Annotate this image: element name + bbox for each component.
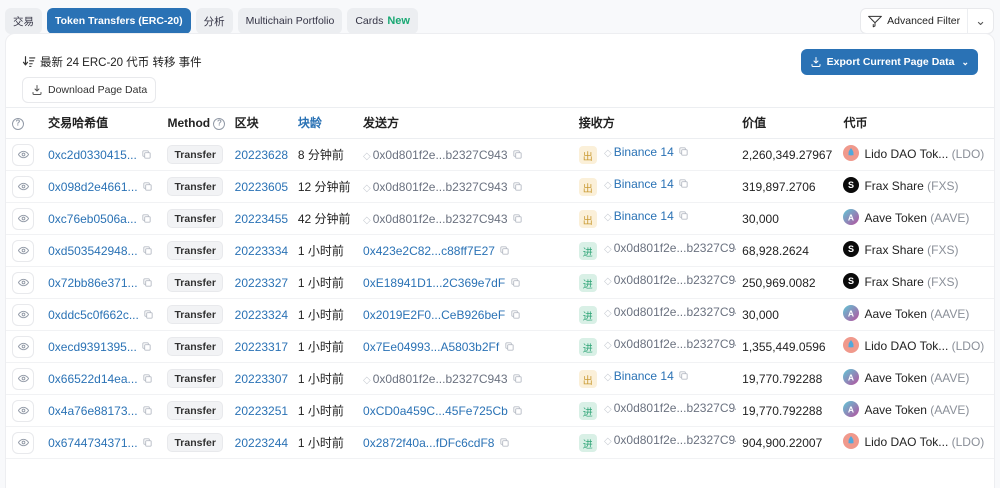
svg-text:A: A	[848, 405, 854, 415]
svg-text:S: S	[848, 276, 854, 286]
svg-text:A: A	[848, 213, 854, 223]
svg-text:A: A	[848, 309, 854, 319]
svg-text:S: S	[848, 180, 854, 190]
svg-text:A: A	[848, 373, 854, 383]
svg-text:S: S	[848, 244, 854, 254]
